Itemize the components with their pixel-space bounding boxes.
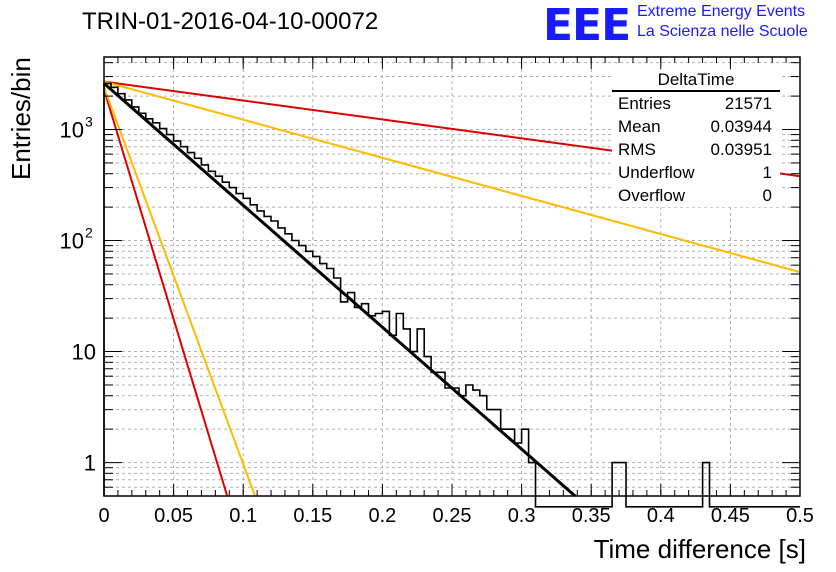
stats-label: Entries xyxy=(618,94,671,113)
x-tick-label: 0.4 xyxy=(647,505,675,527)
stats-value: 1 xyxy=(762,163,772,182)
x-tick-label: 0.3 xyxy=(508,505,536,527)
stats-value: 21571 xyxy=(724,94,772,113)
stats-row-underflow: Underflow 1 xyxy=(612,161,780,184)
logo-line-1: Extreme Energy Events xyxy=(637,3,806,20)
stats-label: Overflow xyxy=(618,186,686,205)
y-tick-label: 10 xyxy=(60,118,84,143)
stats-box: DeltaTime Entries 21571 Mean 0.03944 RMS… xyxy=(612,70,780,207)
stats-title: DeltaTime xyxy=(612,70,780,92)
stats-label: RMS xyxy=(618,140,656,159)
stats-label: Mean xyxy=(618,117,661,136)
x-tick-label: 0.2 xyxy=(368,505,396,527)
y-tick-label-exponent: 2 xyxy=(85,225,93,241)
axis-layer: 0 0.05 0.1 0.15 0.2 0.25 0.3 0.35 0.4 0.45 0.51101… xyxy=(60,56,814,527)
stats-value: 0 xyxy=(762,186,772,205)
x-tick-label: 0.35 xyxy=(572,505,611,527)
x-tick-label: 0.45 xyxy=(711,505,750,527)
stats-row-rms: RMS 0.03951 xyxy=(612,138,780,161)
fit-curve-0 xyxy=(103,82,577,498)
stats-label: Underflow xyxy=(618,163,695,182)
stats-row-entries: Entries 21571 xyxy=(612,92,780,115)
fit-curve-2 xyxy=(103,89,229,497)
chart-title: TRIN-01-2016-04-10-00072 xyxy=(82,8,379,35)
y-tick-label: 10 xyxy=(60,229,84,254)
x-tick-label: 0.1 xyxy=(229,505,257,527)
stats-row-overflow: Overflow 0 xyxy=(612,184,780,207)
eee-logo: EEE xyxy=(543,0,631,51)
fit-curve-3 xyxy=(103,80,801,274)
logo-line-2: La Scienza nelle Scuole xyxy=(637,23,808,40)
histogram-layer xyxy=(103,82,800,508)
x-tick-label: 0.25 xyxy=(433,505,472,527)
stats-value: 0.03951 xyxy=(710,140,772,159)
x-tick-label: 0.5 xyxy=(786,505,814,527)
y-axis-label: Entries/bin xyxy=(6,57,36,180)
x-axis-label: Time difference [s] xyxy=(593,534,806,564)
histogram-deltatime xyxy=(103,82,800,508)
x-tick-label: 0.05 xyxy=(154,505,193,527)
fit-curve-4 xyxy=(103,86,256,497)
x-tick-label: 0.15 xyxy=(293,505,332,527)
y-tick-label: 1 xyxy=(84,451,96,476)
stats-row-mean: Mean 0.03944 xyxy=(612,115,780,138)
y-tick-label-exponent: 3 xyxy=(85,114,93,130)
eee-logo-text: Extreme Energy Events La Scienza nelle S… xyxy=(637,2,808,42)
y-tick-label: 10 xyxy=(72,340,96,365)
stats-value: 0.03944 xyxy=(710,117,772,136)
x-tick-label: 0 xyxy=(98,505,109,527)
